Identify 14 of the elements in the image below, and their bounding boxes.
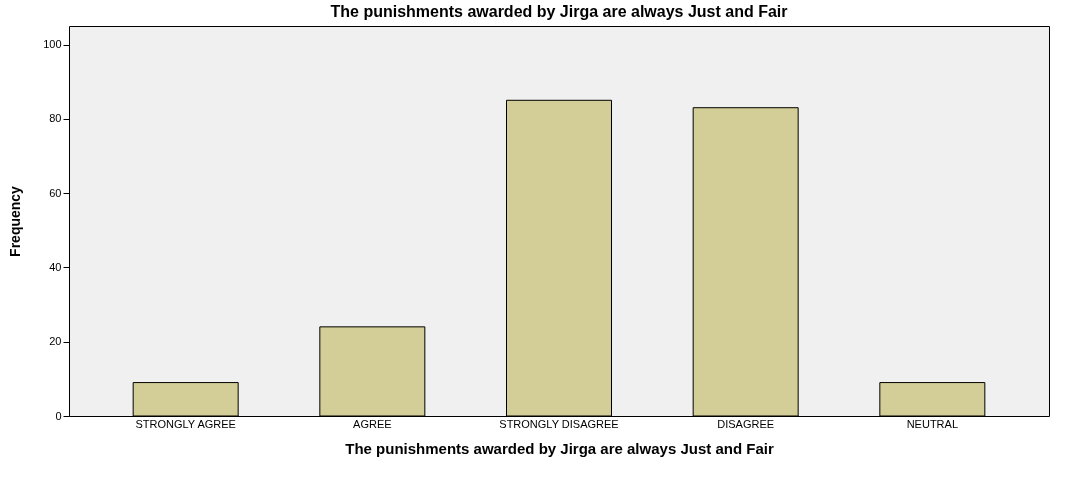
x-tick-label: STRONGLY AGREE: [135, 417, 236, 430]
x-axis-title: The punishments awarded by Jirga are always Just and Fair: [345, 439, 774, 457]
chart-title: The punishments awarded by Jirga are always Just and Fair: [330, 3, 788, 20]
y-tick-label: 40: [49, 260, 62, 273]
x-tick-label: AGREE: [353, 417, 392, 430]
x-tick-label: STRONGLY DISAGREE: [499, 417, 619, 430]
y-tick-label: 100: [43, 38, 62, 51]
y-tick-label: 60: [49, 186, 62, 199]
y-tick-label: 80: [49, 112, 62, 125]
y-axis-title: Frequency: [7, 185, 24, 257]
x-tick-label: DISAGREE: [717, 417, 775, 430]
x-tick-label: NEUTRAL: [906, 417, 959, 430]
y-tick-label: 0: [55, 409, 62, 422]
y-tick-label: 20: [49, 335, 62, 348]
